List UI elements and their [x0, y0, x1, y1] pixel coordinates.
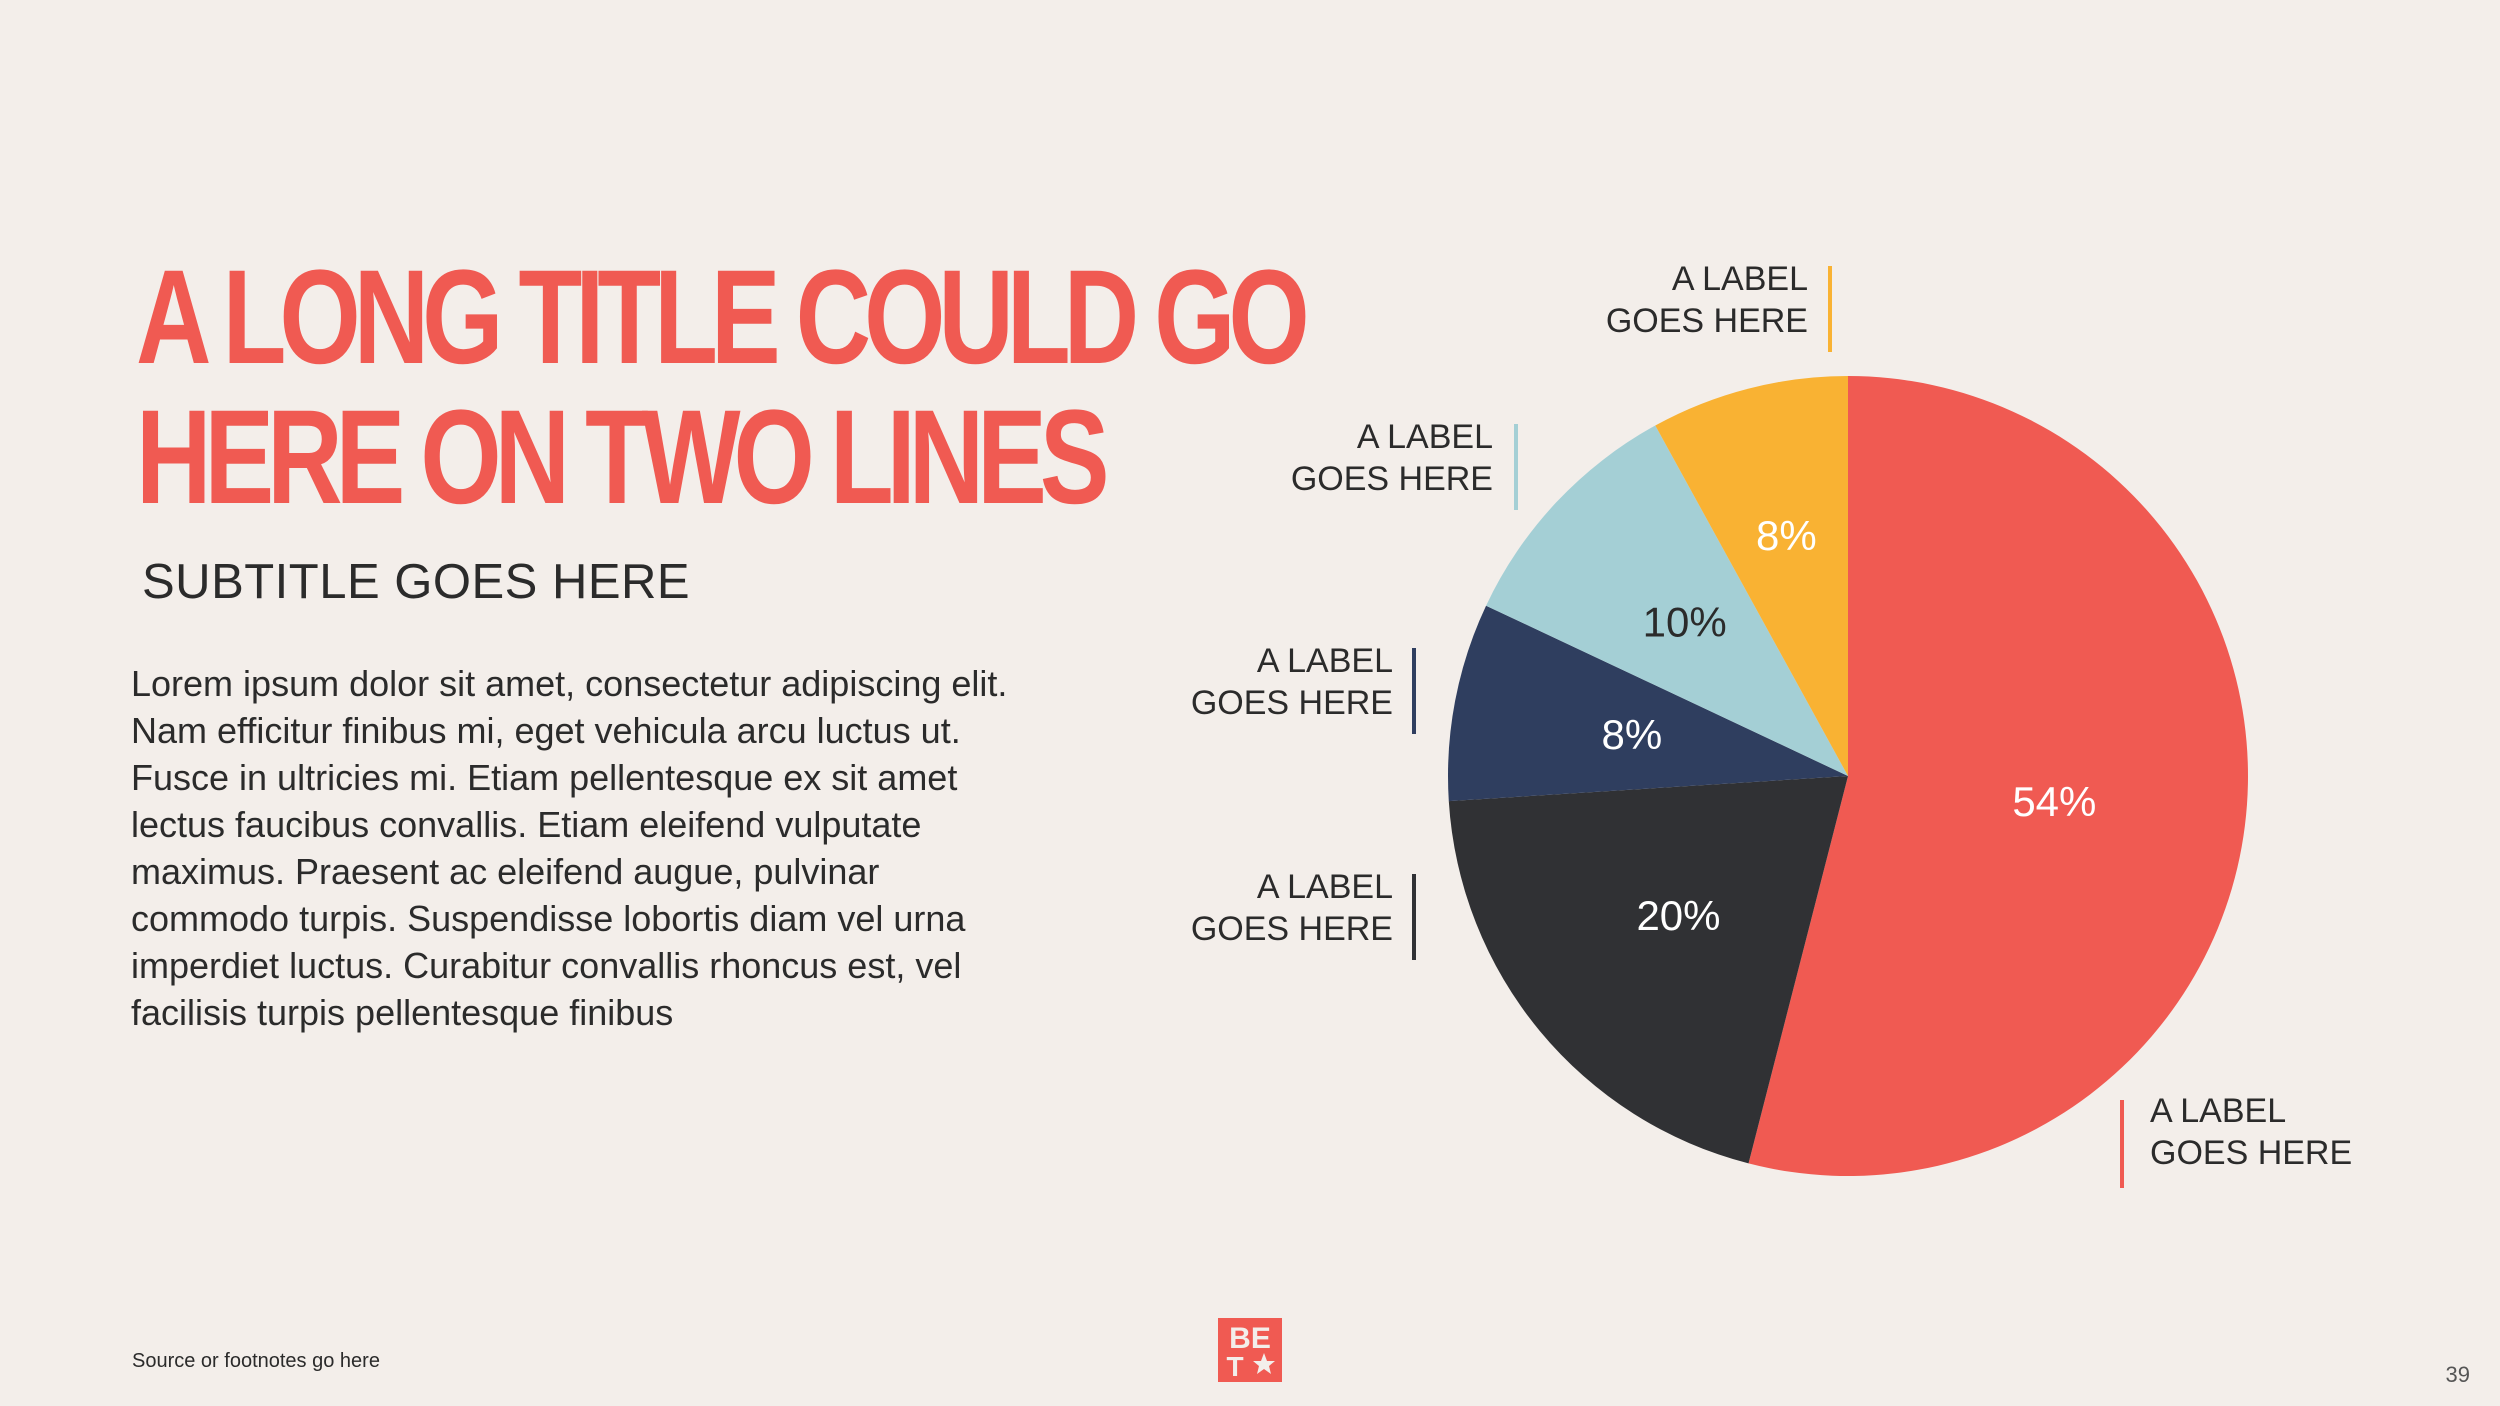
pie-slice-1	[1748, 376, 2249, 1176]
pie-slice-4	[1486, 425, 1848, 776]
pie-slice-value-2: 20%	[1636, 892, 1720, 939]
callout-label-1-line-1: A LABEL	[2150, 1092, 2286, 1130]
pie-slice-value-3: 8%	[1602, 711, 1663, 758]
star-icon	[1253, 1353, 1275, 1374]
pie-slice-3	[1448, 605, 1848, 802]
pie-slice-2	[1448, 776, 1848, 1164]
slide-subtitle: SUBTITLE GOES HERE	[142, 555, 691, 609]
body-paragraph: Lorem ipsum dolor sit amet, consectetur …	[131, 663, 1008, 1033]
callout-label-4-line-2: GOES HERE	[1291, 460, 1493, 498]
logo-background	[1218, 1318, 1282, 1382]
logo-letters-top: BE	[1229, 1322, 1271, 1355]
callout-label-2-line-2: GOES HERE	[1191, 910, 1393, 948]
footnote: Source or footnotes go here	[132, 1350, 380, 1372]
logo-letters-bottom: T	[1226, 1351, 1243, 1382]
callout-label-3-line-1: A LABEL	[1257, 642, 1393, 680]
callout-label-4-line-1: A LABEL	[1357, 418, 1493, 456]
pie-slice-value-1: 54%	[2012, 778, 2096, 825]
pie-slice-value-4: 10%	[1643, 599, 1727, 646]
callout-label-5-line-1: A LABEL	[1672, 260, 1808, 298]
callout-label-1-line-2: GOES HERE	[2150, 1134, 2352, 1172]
pie-slice-value-5: 8%	[1756, 512, 1817, 559]
pie-slice-5	[1655, 376, 1848, 776]
callout-label-2-line-1: A LABEL	[1257, 868, 1393, 906]
callout-label-3-line-2: GOES HERE	[1191, 684, 1393, 722]
page-number: 39	[2445, 1362, 2470, 1387]
callout-label-5-line-2: GOES HERE	[1606, 302, 1808, 340]
bet-logo: BE T	[1218, 1318, 1282, 1382]
